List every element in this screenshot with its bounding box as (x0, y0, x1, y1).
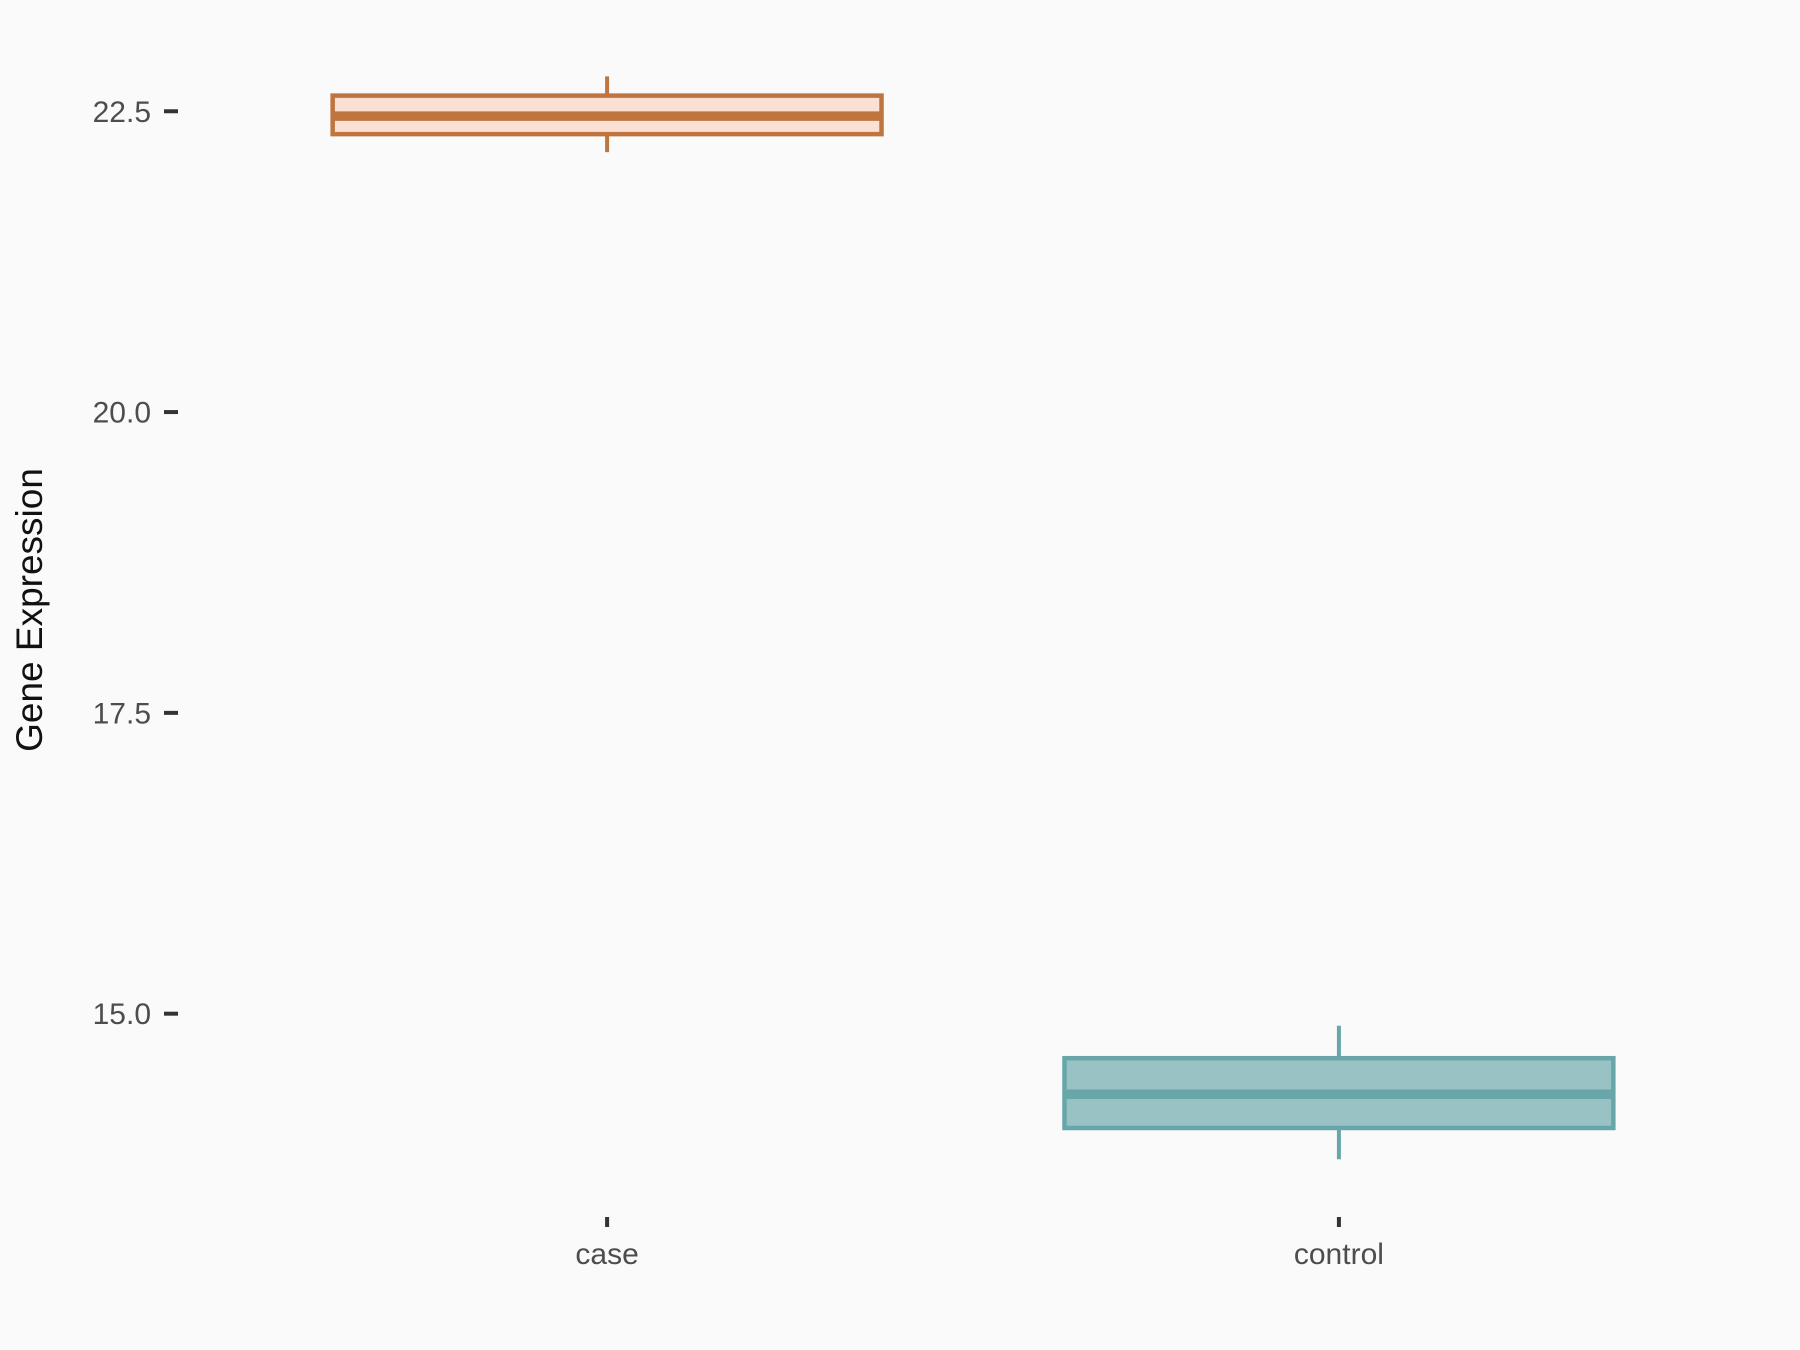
boxplot-control (1062, 1025, 1616, 1160)
y-tick-label: 17.5 (93, 697, 151, 730)
y-axis-title: Gene Expression (9, 468, 50, 752)
y-axis: 22.5 20.0 17.5 15.0 (93, 96, 178, 1031)
y-tick-label: 22.5 (93, 96, 151, 129)
x-tick-label: control (1294, 1238, 1384, 1271)
x-tick-label: case (575, 1238, 638, 1271)
boxplot-series (330, 76, 1616, 1160)
y-tick-label: 20.0 (93, 397, 151, 430)
x-axis: case control (575, 1217, 1384, 1271)
boxplot-case (330, 76, 884, 153)
y-tick-label: 15.0 (93, 998, 151, 1031)
